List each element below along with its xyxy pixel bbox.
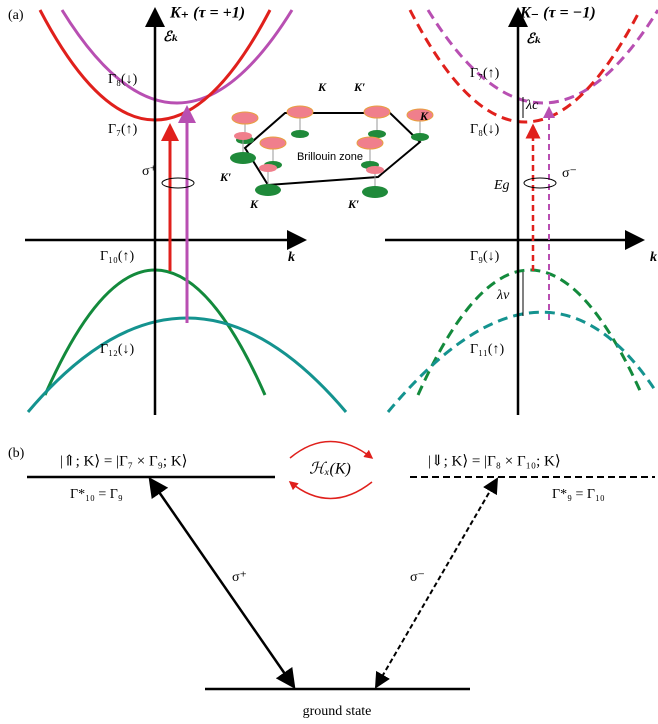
- band-label: Γ₁₁(↑): [470, 342, 505, 357]
- axis-label: ℰₖ: [163, 30, 179, 45]
- state-label: |⇓; K⟩ = |Γ₈ × Γ₁₀; K⟩: [428, 453, 561, 469]
- band-curve: [62, 10, 292, 103]
- valley-disk: [260, 137, 286, 149]
- splitting-label: λc: [525, 98, 539, 113]
- band-label: Γ₉(↓): [470, 249, 500, 264]
- axis-label: k: [288, 250, 295, 265]
- valley-disk: [357, 137, 383, 149]
- transition-arrow: [376, 479, 497, 687]
- axis-label: k: [650, 250, 657, 265]
- band-curve: [418, 270, 642, 395]
- band-label: Γ₁₀(↑): [100, 249, 135, 264]
- coupling-label: ℋₓ(K): [309, 461, 351, 478]
- band-curve: [410, 10, 640, 122]
- symmetry-label: Γ*₉ = Γ₁₀: [552, 487, 605, 502]
- valley-disk: [362, 186, 388, 198]
- valley-disk: [255, 184, 281, 196]
- right-band-diagram: [385, 10, 658, 415]
- band-label: Γ₈(↓): [470, 122, 500, 137]
- inset-title: Brillouin zone: [297, 151, 363, 163]
- inset-point: K′: [219, 170, 231, 184]
- polarization-ring: [524, 178, 556, 188]
- inset-point: K′: [353, 80, 365, 94]
- panel-label: (a): [8, 8, 24, 23]
- valley-disk: [364, 106, 390, 118]
- axis-label: ℰₖ: [526, 32, 542, 47]
- valley-disk: [287, 106, 313, 118]
- gap-label: Eg: [493, 178, 510, 193]
- polarization-label: σ⁺: [232, 570, 247, 585]
- figure: (a) K₊ (τ = +1) ℰₖ k Γ₈(↓) Γ₇(↑) σ⁺ Γ₁₀(…: [0, 0, 658, 724]
- valley-disk: [232, 112, 258, 124]
- symmetry-label: Γ*₁₀ = Γ₉: [70, 487, 123, 502]
- polarization-label: σ⁻: [562, 166, 577, 181]
- band-label: Γ₇(↑): [108, 122, 138, 137]
- valley-disk: [259, 164, 277, 172]
- inset-point: K: [249, 197, 259, 211]
- band-curve: [28, 318, 346, 412]
- polarization-label: σ⁻: [410, 570, 425, 585]
- valley-disk: [234, 132, 252, 140]
- valley-disk: [230, 152, 256, 164]
- transition-arrow: [150, 479, 294, 687]
- state-label: |⇑; K⟩ = |Γ₇ × Γ₉; K⟩: [60, 453, 188, 469]
- splitting-label: λv: [496, 288, 510, 303]
- valley-disk: [411, 133, 429, 141]
- band-label: Γ₈(↓): [108, 72, 138, 87]
- inset-point: K′: [347, 197, 359, 211]
- band-label: Γ₇(↑): [470, 66, 500, 81]
- ground-label: ground state: [303, 704, 372, 719]
- polarization-label: σ⁺: [142, 164, 157, 179]
- band-curve: [388, 312, 655, 412]
- inset-point: K: [419, 109, 429, 123]
- valley-disk: [366, 166, 384, 174]
- valley-title: K₊ (τ = +1): [169, 5, 245, 22]
- coupling-arrow: [290, 442, 372, 459]
- valley-disk: [291, 130, 309, 138]
- left-band-diagram: [25, 10, 346, 415]
- coupling-arrow: [290, 482, 372, 499]
- exciton-diagram: [27, 442, 655, 690]
- valley-title: K₋ (τ = −1): [519, 5, 596, 22]
- panel-label: (b): [8, 446, 25, 461]
- band-curve: [428, 10, 658, 103]
- polarization-ring: [162, 178, 194, 188]
- band-label: Γ₁₂(↓): [100, 342, 135, 357]
- inset-point: K: [317, 80, 327, 94]
